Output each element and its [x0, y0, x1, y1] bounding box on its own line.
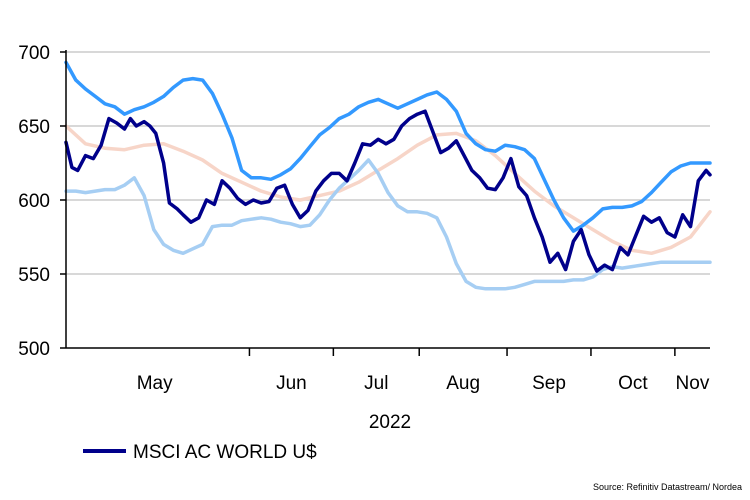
series-line-upper-band	[64, 60, 712, 233]
x-tick-label-may: May	[137, 373, 173, 394]
y-tick-label-500: 500	[18, 339, 50, 360]
axes	[65, 50, 710, 349]
x-tick-labels: May Jun Jul Aug Sep Oct Nov	[137, 348, 710, 394]
source-note: Source: Refinitiv Datastream/ Nordea	[593, 482, 742, 492]
series-line-moving-avg	[64, 124, 712, 256]
legend: MSCI AC WORLD U$	[83, 442, 317, 463]
series-line-main	[64, 109, 712, 273]
y-tick-label-600: 600	[18, 191, 50, 212]
y-tick-label-550: 550	[18, 265, 50, 286]
x-tick-label-jun: Jun	[276, 373, 307, 394]
x-tick-label-oct: Oct	[618, 373, 648, 394]
x-axis-year-label: 2022	[369, 412, 411, 433]
x-tick-label-sep: Sep	[532, 373, 566, 394]
y-tick-label-700: 700	[18, 43, 50, 64]
x-tick-label-aug: Aug	[446, 373, 480, 394]
gridlines	[66, 51, 710, 275]
series-layer	[64, 60, 712, 291]
y-tick-label-650: 650	[18, 117, 50, 138]
y-tick-labels: 500 550 600 650 700	[18, 43, 66, 360]
series-line-lower-band	[64, 158, 712, 291]
x-tick-label-jul: Jul	[364, 373, 388, 394]
legend-label-main: MSCI AC WORLD U$	[133, 442, 317, 463]
x-tick-label-nov: Nov	[676, 373, 710, 394]
